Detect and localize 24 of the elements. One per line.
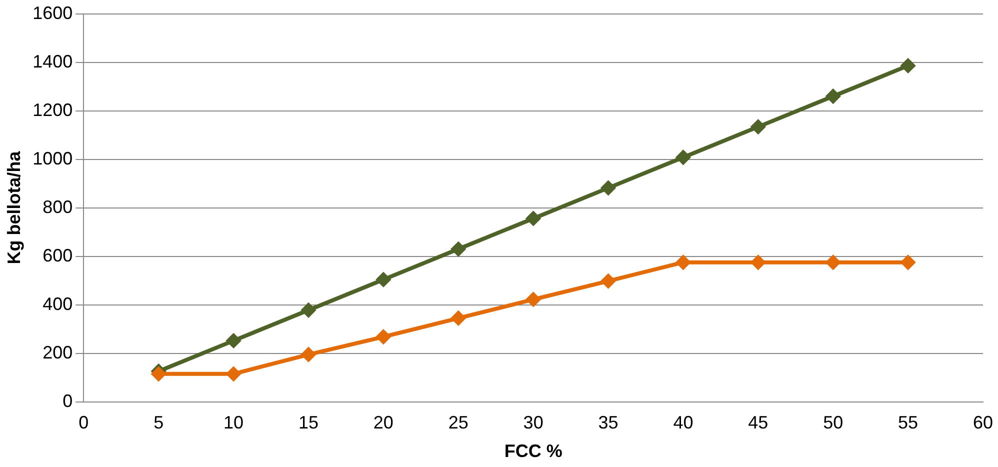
x-tick-label: 5 <box>154 412 164 433</box>
y-tick-label: 800 <box>42 196 73 217</box>
y-tick-label: 400 <box>42 294 73 314</box>
x-tick-label: 20 <box>373 412 394 433</box>
x-tick-label: 40 <box>673 412 694 433</box>
x-tick-label: 45 <box>748 412 768 433</box>
y-tick-label: 600 <box>42 245 73 266</box>
y-tick-label: 1600 <box>32 2 73 23</box>
y-tick-label: 1000 <box>32 148 73 168</box>
y-tick-label: 200 <box>42 342 73 362</box>
x-tick-label: 55 <box>898 412 918 433</box>
y-tick-label: 1400 <box>32 51 73 72</box>
x-tick-label: 30 <box>523 412 544 433</box>
x-axis-title: FCC % <box>504 441 562 462</box>
y-axis-title: Kg bellota/ha <box>4 150 24 264</box>
x-tick-label: 60 <box>972 412 994 433</box>
x-tick-label: 0 <box>78 412 89 433</box>
y-tick-label: 1200 <box>32 100 73 120</box>
x-tick-label: 50 <box>823 412 844 433</box>
x-tick-label: 10 <box>224 412 244 433</box>
x-tick-label: 25 <box>448 412 468 433</box>
y-tick-label: 0 <box>62 390 73 411</box>
x-tick-label: 15 <box>298 412 318 433</box>
x-tick-label: 35 <box>598 412 618 433</box>
